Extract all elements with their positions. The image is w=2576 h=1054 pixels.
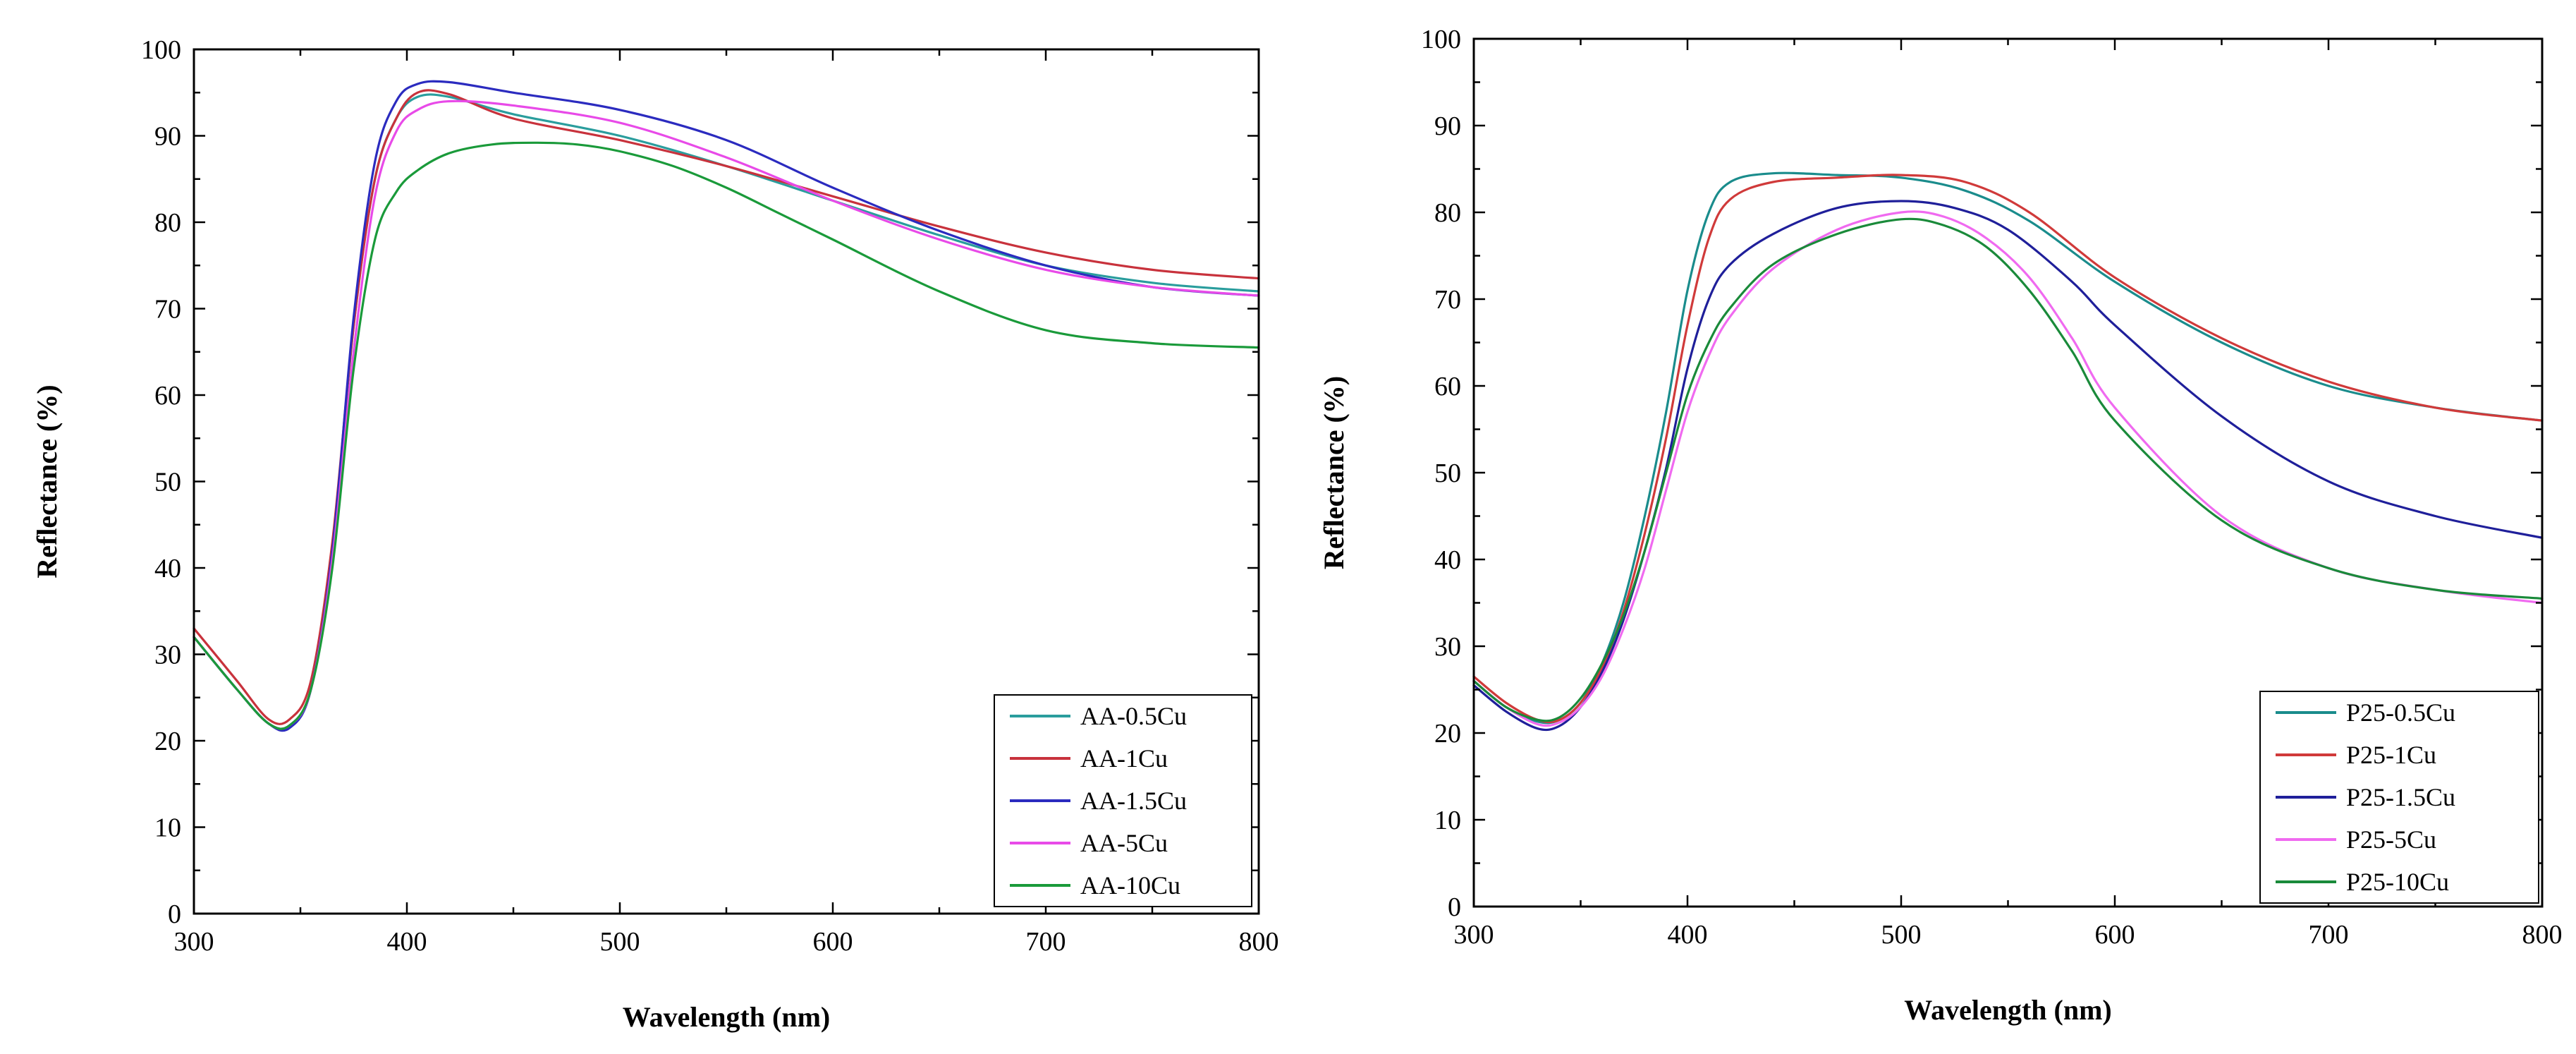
y-tick-label: 80 <box>1434 198 1461 228</box>
legend-label-AA-1Cu: AA-1Cu <box>1080 744 1168 773</box>
series-line-P25-1Cu <box>1472 174 2544 724</box>
y-tick-label: 10 <box>154 813 181 843</box>
series-line-AA-1.5Cu <box>193 80 1260 732</box>
legend-label-P25-1.5Cu: P25-1.5Cu <box>2346 783 2455 811</box>
series-line-AA-1Cu <box>193 89 1260 725</box>
y-tick-label: 20 <box>154 727 181 756</box>
x-tick-label: 500 <box>600 927 640 957</box>
y-tick-label: 40 <box>154 554 181 583</box>
y-tick-label: 10 <box>1434 806 1461 835</box>
y-tick-label: 90 <box>1434 111 1461 141</box>
y-tick-label: 70 <box>1434 285 1461 315</box>
y-tick-label: 60 <box>1434 372 1461 401</box>
x-tick-label: 600 <box>813 927 853 957</box>
x-tick-label: 500 <box>1881 920 1922 950</box>
x-tick-label: 300 <box>1454 920 1494 950</box>
y-tick-label: 0 <box>168 899 181 929</box>
x-axis-title: Wavelength (nm) <box>623 1001 830 1033</box>
y-tick-label: 50 <box>1434 459 1461 488</box>
y-tick-label: 30 <box>154 641 181 670</box>
series-line-AA-0.5Cu <box>193 93 1260 730</box>
y-tick-label: 90 <box>154 122 181 152</box>
legend-label-AA-1.5Cu: AA-1.5Cu <box>1080 787 1187 815</box>
x-tick-label: 400 <box>387 927 427 957</box>
legend-label-AA-0.5Cu: AA-0.5Cu <box>1080 702 1187 730</box>
y-tick-label: 100 <box>141 35 181 65</box>
y-axis-title: Reflectance (%) <box>1318 376 1350 569</box>
x-tick-label: 800 <box>2522 920 2563 950</box>
x-tick-label: 400 <box>1668 920 1708 950</box>
x-tick-label: 700 <box>2309 920 2349 950</box>
y-tick-label: 30 <box>1434 632 1461 662</box>
y-tick-label: 40 <box>1434 545 1461 575</box>
y-tick-label: 70 <box>154 295 181 325</box>
series-line-P25-10Cu <box>1472 217 2544 722</box>
y-tick-label: 60 <box>154 381 181 411</box>
series-line-P25-1.5Cu <box>1472 200 2544 732</box>
legend-label-AA-5Cu: AA-5Cu <box>1080 829 1168 857</box>
x-tick-label: 700 <box>1026 927 1066 957</box>
legend-label-P25-0.5Cu: P25-0.5Cu <box>2346 698 2455 727</box>
chart-right-panel: 300 400 500 600 700 800 0 10 20 30 40 50 60 70 80 90 100… <box>1318 25 2563 1026</box>
legend-label-P25-1Cu: P25-1Cu <box>2346 741 2436 769</box>
series-line-AA-10Cu <box>193 141 1260 730</box>
y-tick-label: 50 <box>154 468 181 497</box>
y-tick-label: 20 <box>1434 719 1461 749</box>
series-line-AA-5Cu <box>193 99 1260 730</box>
legend: AA-0.5Cu AA-1Cu AA-1.5Cu AA-5Cu AA-10Cu <box>994 694 1252 907</box>
series-line-P25-5Cu <box>1472 210 2544 727</box>
y-tick-label: 100 <box>1421 25 1461 54</box>
x-axis-title: Wavelength (nm) <box>1904 994 2111 1026</box>
x-tick-label: 300 <box>174 927 214 957</box>
x-tick-label: 800 <box>1239 927 1279 957</box>
legend-label-P25-5Cu: P25-5Cu <box>2346 825 2436 854</box>
y-axis-title: Reflectance (%) <box>31 384 63 578</box>
y-tick-label: 80 <box>154 208 181 238</box>
x-tick-label: 600 <box>2095 920 2135 950</box>
legend-label-P25-10Cu: P25-10Cu <box>2346 868 2449 896</box>
chart-left-panel: 300 400 500 600 700 800 0 10 20 30 40 50 60 70 80 90 100… <box>31 35 1279 1033</box>
legend-label-AA-10Cu: AA-10Cu <box>1080 871 1180 899</box>
legend: P25-0.5Cu P25-1Cu P25-1.5Cu P25-5Cu P25-10Cu <box>2259 691 2539 904</box>
y-tick-label: 0 <box>1448 892 1461 922</box>
